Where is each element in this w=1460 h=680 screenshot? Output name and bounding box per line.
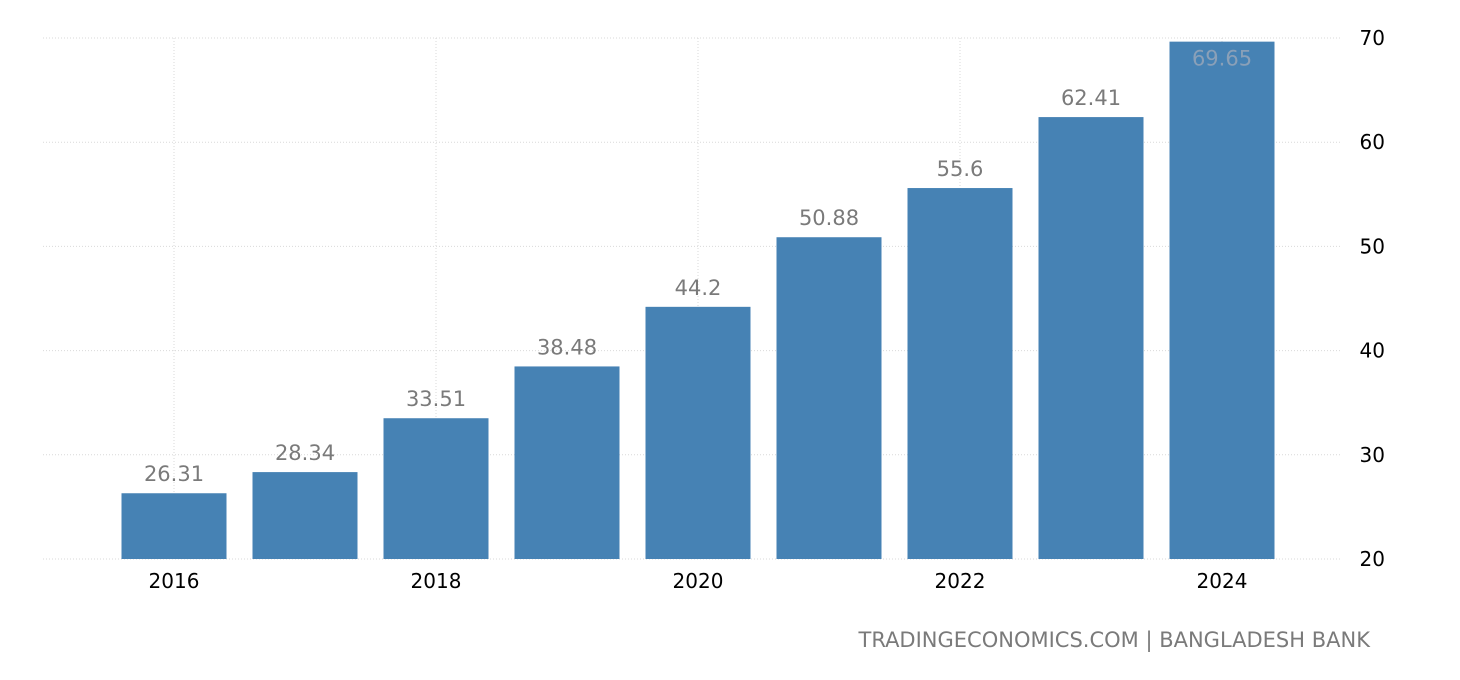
bar-2022: [907, 188, 1013, 559]
data-label-layer: 26.31 28.34 33.51 38.48 44.2 50.88 55.6 62.41 69…: [144, 47, 1252, 487]
x-tick-label: 2020: [673, 569, 724, 593]
y-tick-label: 60: [1360, 130, 1385, 154]
data-label-2018: 33.51: [406, 387, 466, 411]
bar-2021: [776, 237, 882, 559]
data-label-2024: 69.65: [1192, 47, 1252, 71]
bar-2024: [1169, 41, 1275, 560]
source-attribution: TRADINGECONOMICS.COM | BANGLADESH BANK: [858, 628, 1371, 652]
x-tick-label: 2016: [149, 569, 200, 593]
bar-2017: [252, 472, 358, 559]
y-tick-label: 30: [1360, 443, 1385, 467]
bar-2023: [1038, 117, 1144, 559]
bar-2020: [645, 306, 751, 559]
bar-2019: [514, 366, 620, 559]
y-tick-label: 50: [1360, 234, 1385, 258]
data-label-2016: 26.31: [144, 462, 204, 486]
bar-2016: [121, 493, 227, 559]
data-label-2020: 44.2: [675, 276, 722, 300]
bar-layer: [121, 41, 1275, 560]
x-axis-ticks: 2016 2018 2020 2022 2024: [149, 569, 1248, 593]
data-label-2021: 50.88: [799, 206, 859, 230]
x-tick-label: 2024: [1197, 569, 1248, 593]
y-tick-label: 40: [1360, 339, 1385, 363]
x-tick-label: 2022: [935, 569, 986, 593]
bar-2018: [383, 418, 489, 559]
data-label-2017: 28.34: [275, 441, 335, 465]
x-tick-label: 2018: [411, 569, 462, 593]
data-label-2023: 62.41: [1061, 86, 1121, 110]
y-axis-ticks: 20 30 40 50 60 70: [1360, 26, 1385, 571]
y-tick-label: 20: [1360, 547, 1385, 571]
data-label-2022: 55.6: [937, 157, 984, 181]
y-tick-label: 70: [1360, 26, 1385, 50]
data-label-2019: 38.48: [537, 335, 597, 359]
